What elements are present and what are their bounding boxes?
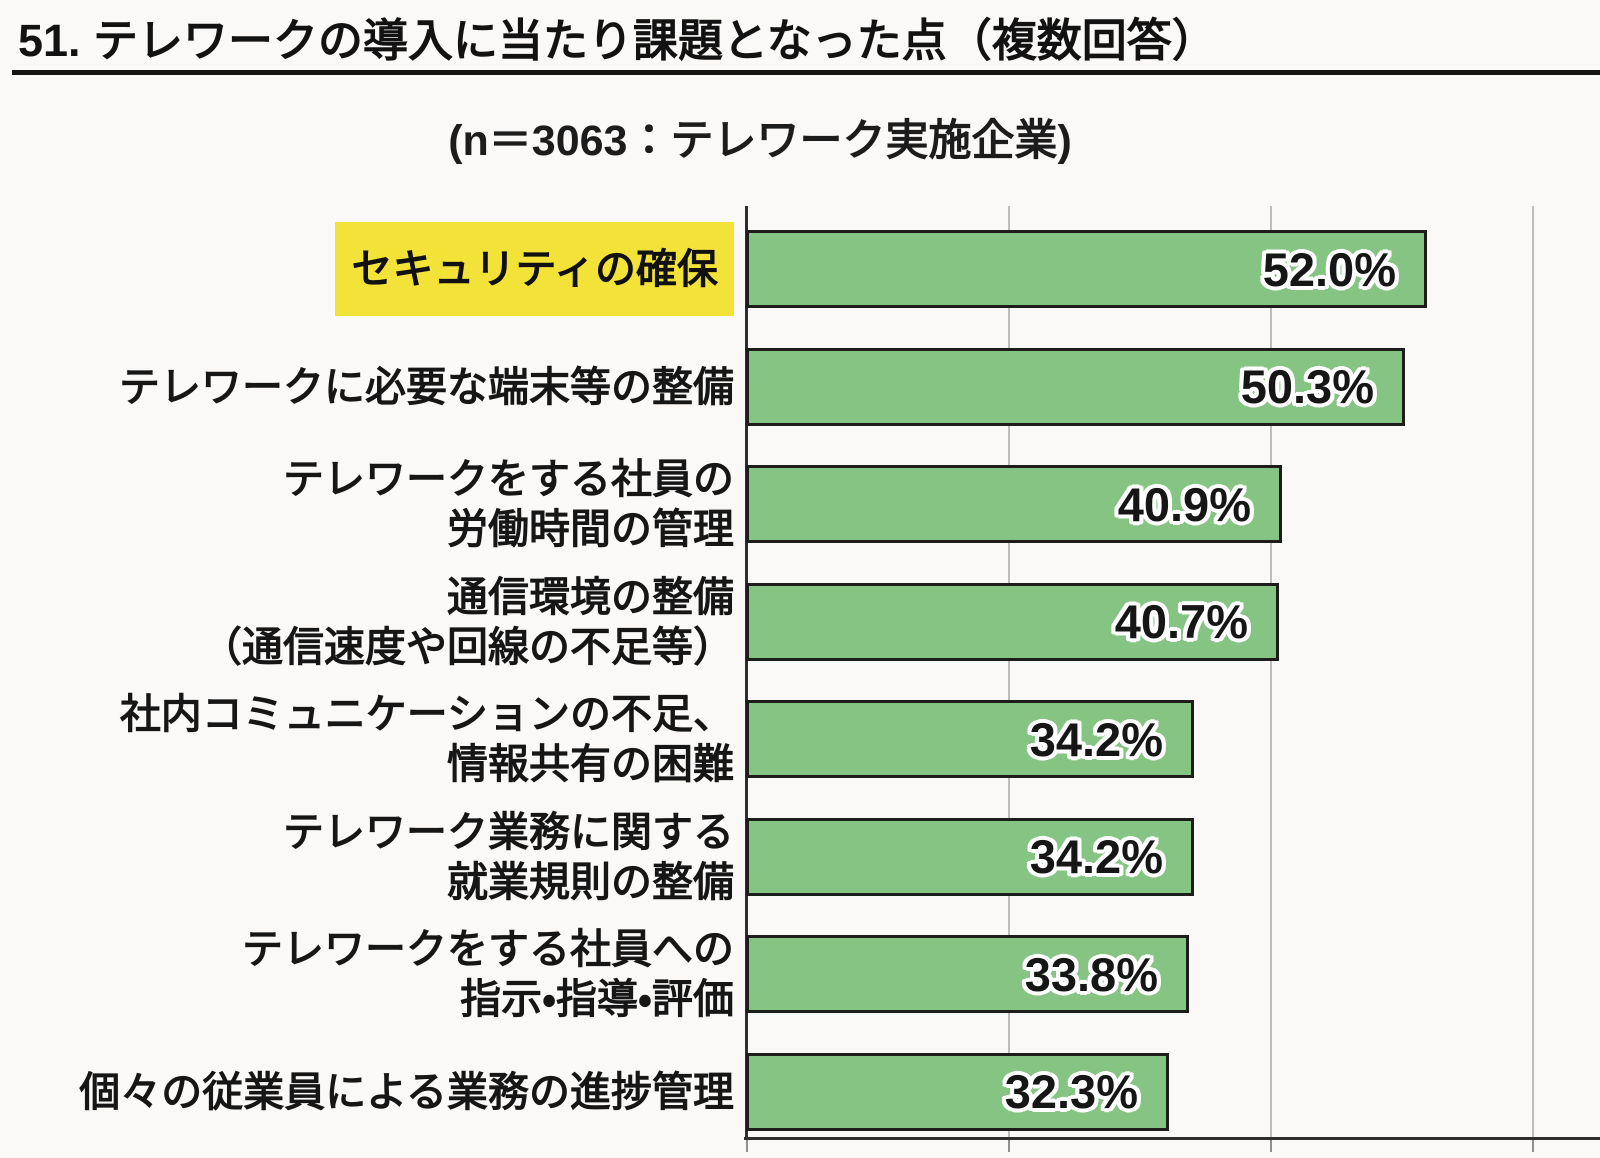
bar-5: 34.2%	[746, 817, 1194, 896]
value-label-5: 34.2%	[1029, 830, 1163, 883]
bar-7: 32.3%	[746, 1052, 1169, 1131]
gridline-60pct	[1532, 206, 1534, 1137]
category-label-3: 通信環境の整備 （通信速度や回線の不足等）	[0, 571, 734, 671]
value-label-4: 34.2%	[1029, 712, 1163, 766]
category-label-line: 社内コミュニケーションの不足、	[119, 690, 734, 737]
category-label-4: 社内コミュニケーションの不足、 情報共有の困難	[0, 689, 734, 789]
category-label-line: 労働時間の管理	[447, 506, 734, 552]
category-label-line: （通信速度や回線の不足等）	[201, 623, 734, 670]
value-label-2: 40.9%	[1117, 477, 1251, 531]
bar-3: 40.7%	[746, 582, 1279, 661]
category-label-2: テレワークをする社員の 労働時間の管理	[0, 454, 734, 554]
gridline-20pct	[1008, 206, 1010, 1137]
category-label-line: 情報共有の困難	[447, 741, 734, 787]
category-label-line: テレワークをする社員の	[283, 455, 734, 502]
category-label-line: テレワーク業務に関する	[283, 808, 734, 855]
category-label-line: 通信環境の整備	[447, 573, 734, 620]
bar-6: 33.8%	[746, 935, 1189, 1013]
bar-2: 40.9%	[746, 465, 1282, 543]
bar-0: 52.0%	[746, 230, 1427, 308]
category-label-7: 個々の従業員による業務の進捗管理	[0, 1066, 734, 1116]
category-label-line: 指示・指導・評価	[460, 976, 734, 1022]
x-axis-tick-60pct	[1532, 1140, 1534, 1152]
gridline-40pct	[1270, 206, 1272, 1137]
category-label-1: テレワークに必要な端末等の整備	[0, 361, 734, 411]
value-label-6: 33.8%	[1024, 947, 1158, 1001]
page-title: 51. テレワークの導入に当たり課題となった点（複数回答）	[18, 15, 1217, 66]
value-label-1: 50.3%	[1240, 360, 1374, 413]
category-label-line: テレワークをする社員への	[242, 925, 734, 972]
x-axis-tick-20pct	[1008, 1140, 1010, 1152]
category-label-0: セキュリティの確保	[0, 221, 734, 317]
highlighted-category-label: セキュリティの確保	[335, 221, 734, 317]
x-axis-tick-40pct	[1270, 1140, 1272, 1152]
value-label-0: 52.0%	[1262, 242, 1396, 296]
bar-1: 50.3%	[746, 347, 1405, 426]
title-underline	[12, 70, 1600, 75]
chart-subtitle: (n＝3063：テレワーク実施企業)	[448, 117, 1072, 165]
x-axis-tick-0pct	[746, 1140, 748, 1152]
bar-4: 34.2%	[746, 700, 1194, 778]
category-label-line: テレワークに必要な端末等の整備	[119, 363, 734, 410]
value-label-3: 40.7%	[1114, 595, 1248, 648]
value-label-7: 32.3%	[1004, 1065, 1138, 1118]
category-label-line: 個々の従業員による業務の進捗管理	[79, 1068, 734, 1115]
category-label-5: テレワーク業務に関する 就業規則の整備	[0, 806, 734, 906]
y-axis-line	[745, 206, 748, 1137]
category-label-6: テレワークをする社員への 指示・指導・評価	[0, 924, 734, 1024]
category-label-line: 就業規則の整備	[447, 858, 734, 905]
x-axis-line	[744, 1137, 1600, 1140]
